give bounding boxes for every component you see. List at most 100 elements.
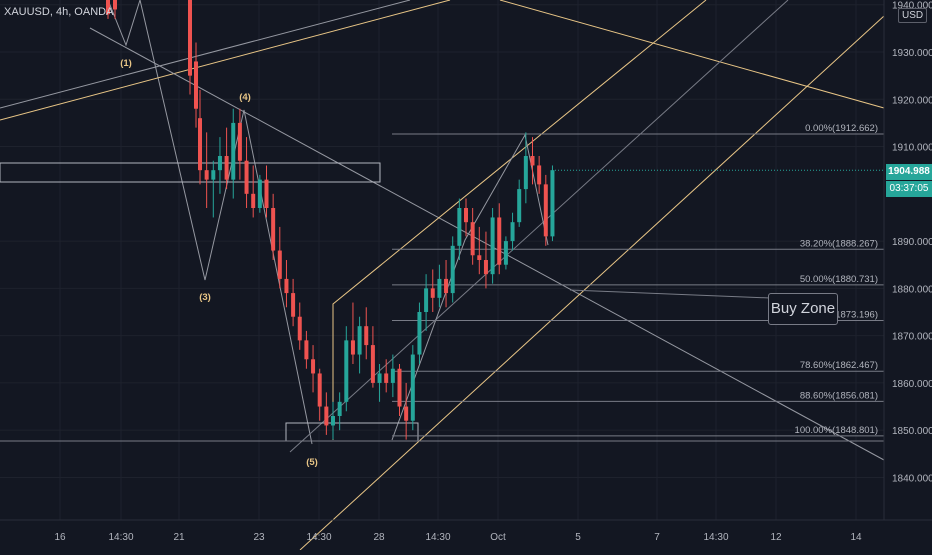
price-tick-label: 1910.000 xyxy=(892,143,932,154)
fib-level-label: 78.60%(1862.467) xyxy=(800,360,878,371)
price-axis-bg[interactable] xyxy=(884,0,932,550)
time-tick-label: 14:30 xyxy=(108,532,133,543)
candle-body xyxy=(430,288,435,298)
candle-body xyxy=(337,401,342,416)
candle-body xyxy=(264,179,269,208)
wave-label: (1) xyxy=(120,58,132,69)
time-tick-label: 14:30 xyxy=(703,532,728,543)
time-tick-label: 14:30 xyxy=(425,532,450,543)
wave-sub-line[interactable] xyxy=(391,133,549,441)
candle-body xyxy=(483,260,488,275)
fib-level-label: 100.00%(1848.801) xyxy=(795,425,878,436)
candle-body xyxy=(490,217,495,275)
candle-body xyxy=(444,278,449,294)
candle-body xyxy=(244,160,249,194)
grey-trendline-descending[interactable] xyxy=(89,27,885,461)
price-tick-label: 1870.000 xyxy=(892,332,932,343)
candle-body xyxy=(404,406,409,421)
price-tick-label: 1920.000 xyxy=(892,95,932,106)
candle-body xyxy=(384,373,389,383)
price-tick-label: 1860.000 xyxy=(892,379,932,390)
candle-body xyxy=(350,340,355,355)
candle-body xyxy=(457,208,462,246)
candle-body xyxy=(251,193,256,208)
orange-trendline-descending[interactable] xyxy=(499,0,885,109)
time-tick-label: 23 xyxy=(253,532,265,543)
candle-body xyxy=(237,122,242,161)
candle-body xyxy=(530,156,535,166)
resistance-zone-box[interactable] xyxy=(0,162,381,183)
candle-body xyxy=(364,326,369,346)
wave-labels: (1) (3) (4) (5) xyxy=(120,58,318,468)
candle-body xyxy=(397,368,402,407)
candle-body xyxy=(204,170,209,180)
bar-countdown-tag: 03:37:05 xyxy=(886,181,932,197)
candle-body xyxy=(317,373,322,407)
candle-body xyxy=(410,354,415,421)
orange-trendline-upper[interactable] xyxy=(0,0,451,121)
fib-level-label: 38.20%(1888.267) xyxy=(800,238,878,249)
time-tick-label: 28 xyxy=(373,532,385,543)
time-tick-label: Oct xyxy=(490,532,506,543)
channel-lower-line[interactable] xyxy=(299,15,885,551)
channel-upper-line[interactable] xyxy=(332,0,707,440)
candle-body xyxy=(550,170,555,237)
candle-body xyxy=(291,293,296,317)
candle-body xyxy=(450,245,455,294)
candle-body xyxy=(477,255,482,260)
candle-body xyxy=(390,368,395,383)
grid-layer xyxy=(0,0,884,520)
candle-body xyxy=(231,122,236,180)
drawing-layer[interactable] xyxy=(0,0,885,551)
time-tick-label: 5 xyxy=(575,532,581,543)
candle-body xyxy=(537,165,542,185)
candle-body xyxy=(257,179,262,208)
candle-body xyxy=(324,406,329,426)
price-tick-label: 1930.000 xyxy=(892,48,932,59)
time-tick-label: 12 xyxy=(770,532,782,543)
candle-body xyxy=(543,184,548,237)
candle-body xyxy=(198,118,202,171)
candle-body xyxy=(517,189,522,223)
grey-trendline-upper[interactable] xyxy=(0,0,411,109)
fibonacci-retracement[interactable]: 0.00%(1912.662) 38.20%(1888.267) 50.00%(18… xyxy=(392,123,884,437)
symbol-label[interactable]: XAUUSD, 4h, OANDA xyxy=(4,6,114,18)
wave-label: (4) xyxy=(239,92,251,103)
candle-body xyxy=(284,278,289,294)
candle-body xyxy=(331,416,335,426)
candle-body xyxy=(194,61,198,109)
candle-body xyxy=(377,373,382,383)
channel-middle-line[interactable] xyxy=(289,0,789,453)
currency-badge[interactable]: USD xyxy=(898,8,928,23)
price-tick-label: 1880.000 xyxy=(892,284,932,295)
time-tick-label: 21 xyxy=(173,532,185,543)
time-tick-label: 7 xyxy=(654,532,660,543)
candle-body xyxy=(503,241,508,265)
wave-label: (5) xyxy=(306,457,318,468)
candle-body xyxy=(344,340,349,402)
elliott-wave-line[interactable] xyxy=(107,0,313,445)
fib-level-label: 0.00%(1912.662) xyxy=(805,123,878,134)
candle-body xyxy=(271,208,276,251)
candle-body xyxy=(510,222,515,242)
time-tick-label: 14 xyxy=(850,532,862,543)
candle-body xyxy=(224,156,229,180)
buy-zone-annotation[interactable]: Buy Zone xyxy=(768,293,838,325)
current-price-tag: 1904.988 xyxy=(886,164,932,180)
fib-level-label: 88.60%(1856.081) xyxy=(800,390,878,401)
time-tick-label: 14:30 xyxy=(306,532,331,543)
candle-body xyxy=(113,0,117,10)
candle-body xyxy=(370,345,375,383)
price-tick-label: 1850.000 xyxy=(892,426,932,437)
candle-body xyxy=(437,278,442,298)
buy-zone-connector xyxy=(569,289,771,299)
fib-level-label: 50.00%(1880.731) xyxy=(800,274,878,285)
candle-body xyxy=(297,316,302,341)
candle-body xyxy=(357,326,362,355)
candle-body xyxy=(470,222,475,256)
candle-body xyxy=(497,217,502,265)
candle-body xyxy=(424,288,429,312)
